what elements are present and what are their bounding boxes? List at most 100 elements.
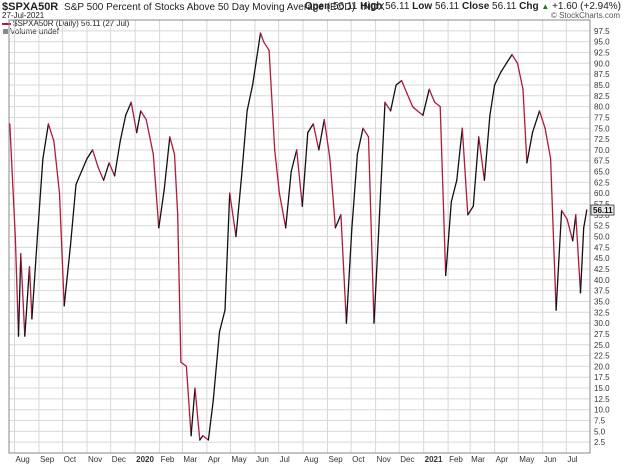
series-segment [158,188,165,229]
series-segment [516,62,524,90]
series-segment [493,71,502,86]
series-segment [389,84,397,112]
y-tick-label: 75.0 [594,124,610,133]
close-label: Close [462,1,490,12]
y-tick-label: 90.0 [594,59,610,68]
series-segment [202,435,210,441]
x-tick-label: 2020 [136,455,154,464]
close-value: 56.11 [492,1,517,12]
last-value-label: 56.11 [593,206,613,215]
y-tick-label: 7.5 [594,417,606,426]
x-tick-label: Apr [496,455,509,464]
series-segment [345,227,353,324]
chg-label: Chg [519,1,539,12]
symbol-description: S&P 500 Percent of Stocks Above 50 Day M… [64,2,355,13]
x-tick-label: Dec [112,455,126,464]
copyright-label: © StockCharts.com [550,11,620,20]
x-tick-label: Sep [328,455,343,464]
series-segment [42,123,50,160]
series-segment [572,214,577,242]
series-segment [91,149,99,168]
series-segment [102,162,110,181]
series-segment [285,170,292,229]
y-tick-label: 57.5 [594,200,610,209]
series-segment [169,136,176,155]
y-tick-label: 12.5 [594,395,610,404]
series-segment [301,131,309,207]
series-segment [229,192,237,238]
series-segment [461,127,469,216]
x-tick-label: Aug [304,455,318,464]
series-segment [428,88,436,103]
series-segment [75,170,83,186]
x-tick-label: Sep [40,455,55,464]
series-segment [329,157,337,229]
series-segment [522,88,528,164]
y-tick-label: 97.5 [594,27,610,36]
series-segment [356,127,364,155]
y-tick-label: 40.0 [594,276,610,285]
x-tick-label: Oct [352,455,365,464]
series-segment [246,84,254,112]
series-segment [290,149,298,173]
series-segment [373,214,381,324]
series-segment [140,110,147,121]
series-segment [500,62,508,73]
series-segment [318,118,325,151]
series-segment [125,101,132,116]
x-tick-label: Apr [208,455,221,464]
series-segment [456,127,463,181]
series-segment [63,244,72,307]
series-segment [268,49,276,151]
x-tick-label: Jul [567,455,577,464]
x-tick-label: Jul [280,455,290,464]
series-segment [108,162,116,177]
y-tick-label: 50.0 [594,233,610,242]
series-segment [86,149,94,160]
y-tick-label: 42.5 [594,265,610,274]
legend-volume: Volume undef [0,27,624,37]
y-tick-label: 80.0 [594,103,610,112]
series-segment [531,110,541,134]
x-tick-label: Oct [64,455,77,464]
y-tick-label: 72.5 [594,135,610,144]
x-tick-label: May [519,455,534,464]
y-tick-label: 5.0 [594,427,606,436]
series-segment [136,110,142,134]
series-segment [323,118,331,160]
series-segment [9,123,16,238]
series-segment [439,105,447,277]
series-segment [483,114,491,181]
x-tick-label: Feb [449,455,463,464]
series-segment [218,309,226,333]
low-label: Low [412,1,433,12]
high-label: High [360,1,383,12]
series-line-icon [2,22,11,25]
series-segment [180,361,188,368]
series-segment [173,153,179,216]
y-tick-label: 20.0 [594,362,610,371]
volume-square-icon [3,29,8,35]
volume-legend-label: Volume undef [10,27,59,36]
high-value: 56.11 [385,1,410,12]
series-segment [367,136,375,324]
open-value: 56.11 [333,1,358,12]
series-segment [251,32,262,86]
series-segment [119,114,127,142]
series-segment [555,209,563,311]
series-segment [274,149,281,194]
series-segment [411,105,419,112]
y-tick-label: 22.5 [594,352,610,361]
y-tick-label: 82.5 [594,92,610,101]
series-segment [478,136,486,181]
series-segment [194,387,201,441]
x-tick-label: 2021 [425,455,443,464]
series-segment [31,235,39,320]
series-segment [384,101,392,112]
x-tick-label: Mar [183,455,197,464]
y-tick-label: 47.5 [594,243,610,252]
plot-frame [8,19,591,454]
series-segment [163,136,171,190]
series-segment [36,157,44,238]
y-tick-label: 32.5 [594,308,610,317]
